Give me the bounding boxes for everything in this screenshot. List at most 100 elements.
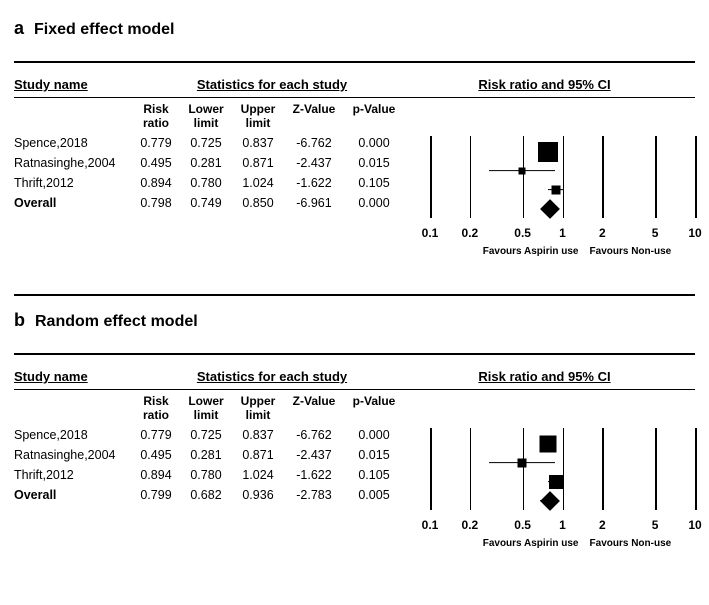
- data-rows: Spence,20180.7790.7250.837-6.7620.000Rat…: [14, 428, 695, 560]
- gridline: [695, 428, 697, 510]
- hdr-lower-limit: Lowerlimit: [180, 394, 232, 422]
- study-marker: [549, 475, 563, 489]
- hdr-z-value: Z-Value: [284, 394, 344, 422]
- hdr-risk-ratio: Riskratio: [132, 102, 180, 130]
- cell-ul: 0.837: [232, 428, 284, 442]
- gridline: [655, 428, 657, 510]
- hdr-risk-ratio: Riskratio: [132, 394, 180, 422]
- gridline: [655, 136, 657, 218]
- cell-z: -2.783: [284, 488, 344, 502]
- cell-study: Thrift,2012: [14, 468, 132, 482]
- favours-right-label: Favours Non-use: [590, 538, 672, 549]
- header-row: Study nameStatistics for each studyRisk …: [14, 77, 695, 98]
- panel-title: a Fixed effect model: [14, 18, 695, 43]
- gridline: [602, 136, 604, 218]
- gridline: [470, 136, 472, 218]
- cell-ul: 0.850: [232, 196, 284, 210]
- cell-z: -6.961: [284, 196, 344, 210]
- study-marker: [540, 435, 557, 452]
- study-marker: [518, 458, 527, 467]
- cell-p: 0.000: [344, 196, 404, 210]
- cell-p: 0.000: [344, 136, 404, 150]
- subheader-row: RiskratioLowerlimitUpperlimitZ-Valuep-Va…: [14, 102, 695, 130]
- forest-panel: a Fixed effect model Study nameStatistics …: [14, 18, 695, 268]
- axis-tick-label: 10: [688, 226, 701, 240]
- hdr-stats: Statistics for each study: [132, 77, 412, 93]
- data-rows: Spence,20180.7790.7250.837-6.7620.000Rat…: [14, 136, 695, 268]
- cell-ul: 1.024: [232, 176, 284, 190]
- panel-letter: a: [14, 18, 24, 38]
- forest-plot: 0.10.20.512510Favours Aspirin useFavours…: [430, 428, 695, 550]
- cell-ll: 0.725: [180, 136, 232, 150]
- axis-tick-label: 1: [559, 226, 566, 240]
- header-row: Study nameStatistics for each studyRisk …: [14, 369, 695, 390]
- cell-ul: 0.837: [232, 136, 284, 150]
- overall-diamond: [540, 199, 560, 219]
- gridline: [430, 136, 432, 218]
- cell-rr: 0.779: [132, 428, 180, 442]
- axis-tick-label: 5: [652, 518, 659, 532]
- cell-study: Spence,2018: [14, 136, 132, 150]
- cell-ul: 0.936: [232, 488, 284, 502]
- study-marker: [552, 185, 561, 194]
- cell-study: Spence,2018: [14, 428, 132, 442]
- cell-p: 0.005: [344, 488, 404, 502]
- hdr-plot: Risk ratio and 95% CI: [412, 369, 677, 385]
- gridline: [523, 428, 525, 510]
- axis-tick-label: 0.1: [422, 518, 439, 532]
- axis-tick-label: 0.5: [514, 518, 531, 532]
- axis-tick-label: 0.5: [514, 226, 531, 240]
- forest-panel: bRandom effect modelStudy nameStatistics…: [14, 310, 695, 560]
- hdr-p-value: p-Value: [344, 394, 404, 422]
- cell-rr: 0.894: [132, 176, 180, 190]
- cell-study: Ratnasinghe,2004: [14, 156, 132, 170]
- gridline: [563, 136, 565, 218]
- cell-p: 0.105: [344, 176, 404, 190]
- cell-study: Overall: [14, 488, 132, 502]
- hdr-study: Study name: [14, 369, 132, 385]
- panel-title-text: Fixed effect model: [34, 21, 174, 38]
- cell-ll: 0.780: [180, 176, 232, 190]
- hdr-lower-limit: Lowerlimit: [180, 102, 232, 130]
- cell-rr: 0.779: [132, 136, 180, 150]
- gridline: [563, 428, 565, 510]
- hdr-upper-limit: Upperlimit: [232, 394, 284, 422]
- cell-rr: 0.798: [132, 196, 180, 210]
- axis-tick-label: 10: [688, 518, 701, 532]
- cell-ll: 0.749: [180, 196, 232, 210]
- cell-ll: 0.281: [180, 156, 232, 170]
- cell-ll: 0.682: [180, 488, 232, 502]
- hdr-plot: Risk ratio and 95% CI: [412, 77, 677, 93]
- cell-study: Thrift,2012: [14, 176, 132, 190]
- axis-tick-label: 1: [559, 518, 566, 532]
- favours-left-label: Favours Aspirin use: [483, 246, 579, 257]
- study-marker: [538, 142, 558, 162]
- gridline: [470, 428, 472, 510]
- axis-tick-label: 0.2: [462, 518, 479, 532]
- cell-ll: 0.281: [180, 448, 232, 462]
- cell-ul: 1.024: [232, 468, 284, 482]
- cell-z: -2.437: [284, 448, 344, 462]
- study-marker: [519, 167, 526, 174]
- cell-z: -1.622: [284, 468, 344, 482]
- axis-tick-label: 5: [652, 226, 659, 240]
- subheader-row: RiskratioLowerlimitUpperlimitZ-Valuep-Va…: [14, 394, 695, 422]
- forest-plot: 0.10.20.512510Favours Aspirin useFavours…: [430, 136, 695, 258]
- cell-p: 0.105: [344, 468, 404, 482]
- cell-rr: 0.799: [132, 488, 180, 502]
- divider: [14, 353, 695, 355]
- cell-study: Overall: [14, 196, 132, 210]
- gridline: [695, 136, 697, 218]
- panel-title-text: Random effect model: [35, 313, 198, 330]
- cell-z: -6.762: [284, 428, 344, 442]
- hdr-z-value: Z-Value: [284, 102, 344, 130]
- cell-p: 0.015: [344, 156, 404, 170]
- axis-tick-label: 0.2: [462, 226, 479, 240]
- cell-z: -1.622: [284, 176, 344, 190]
- axis-tick-label: 2: [599, 226, 606, 240]
- forest-plot-figure: aFixed effect modelStudy nameStatistics …: [14, 18, 695, 560]
- cell-z: -2.437: [284, 156, 344, 170]
- favours-right-label: Favours Non-use: [590, 246, 672, 257]
- gridline: [523, 136, 525, 218]
- hdr-study: Study name: [14, 77, 132, 93]
